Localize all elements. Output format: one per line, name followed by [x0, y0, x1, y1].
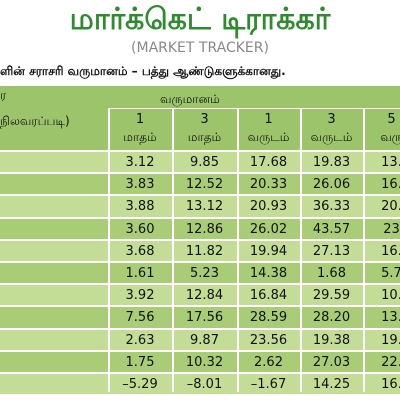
cell: 27.03 — [312, 354, 351, 370]
cell: 19.38 — [312, 332, 351, 348]
group-header: வருமானம் — [160, 92, 220, 106]
cell: 36.33 — [312, 199, 351, 215]
cell: 20.93 — [249, 199, 288, 215]
cell: 16. — [381, 243, 400, 259]
column-divider — [237, 109, 239, 392]
cell: 13. — [381, 310, 400, 326]
cell: 19.83 — [312, 155, 351, 170]
cell: 1.61 — [125, 266, 155, 281]
cell: 10.32 — [185, 354, 224, 370]
column-divider — [108, 109, 110, 392]
cell: 3.12 — [125, 155, 155, 170]
column-header: 3 — [327, 112, 336, 127]
subtitle: (MARKET TRACKER) — [131, 40, 269, 56]
cell: 5.23 — [190, 266, 219, 281]
column-divider — [172, 109, 174, 392]
cell: 20.33 — [249, 177, 288, 193]
cell: 16. — [381, 177, 400, 193]
cell: 12.52 — [185, 177, 224, 193]
cell: 3.60 — [125, 221, 155, 237]
cell: 3.92 — [125, 288, 155, 304]
cell: 28.20 — [312, 310, 351, 326]
cell: 11.82 — [185, 243, 224, 259]
column-header: வரு — [380, 130, 400, 144]
header-bg — [0, 86, 400, 150]
cell: 29.59 — [312, 288, 351, 304]
cell: 13.12 — [185, 199, 224, 215]
cell: 20. — [381, 199, 400, 215]
cell: 17.68 — [249, 155, 288, 170]
cell: 19.94 — [249, 243, 288, 259]
column-header: 1 — [264, 112, 273, 127]
cell: 14.38 — [249, 266, 288, 281]
cell: 9.87 — [190, 332, 219, 348]
cell: 16.84 — [249, 288, 288, 304]
cell: 2.63 — [125, 332, 155, 348]
cell: –1.67 — [250, 377, 287, 392]
cell: 26.06 — [312, 177, 351, 193]
cell: 17.56 — [185, 310, 224, 326]
cell: 2.62 — [254, 354, 283, 370]
cell: 14.25 — [312, 377, 351, 392]
column-header: மாதம் — [187, 130, 222, 144]
cell: 26.02 — [249, 221, 288, 237]
cell: 23.56 — [249, 332, 288, 348]
caption: ளின் சராசரி வருமானம் – பத்து ஆண்டுகளுக்க… — [0, 64, 286, 78]
column-header: வருடம் — [247, 130, 290, 144]
column-header: 5 — [387, 112, 396, 127]
cell: 12.84 — [185, 288, 224, 304]
column-header: 1 — [135, 112, 145, 127]
column-header: வருடம் — [310, 130, 353, 144]
cell: 27.13 — [312, 243, 351, 259]
cell: 7.56 — [125, 310, 155, 326]
cell: 3.83 — [125, 177, 155, 193]
cell: 9.85 — [190, 155, 219, 170]
cell: –5.29 — [122, 377, 158, 392]
cell: 1.68 — [317, 266, 346, 281]
corner: ர — [0, 88, 7, 102]
cell: 43.57 — [312, 221, 351, 237]
cell: 19. — [381, 332, 400, 348]
cell: 16. — [381, 377, 400, 392]
column-header: மாதம் — [123, 130, 157, 144]
column-header: 3 — [200, 112, 209, 127]
cell: 22. — [381, 354, 400, 370]
cell: –8.01 — [186, 377, 223, 392]
title: மார்க்கெட் டிராக்கர் — [69, 2, 331, 37]
corner-note: நிலவரப்படி) — [0, 114, 70, 128]
cell: 10. — [381, 288, 400, 304]
cell: 13. — [381, 155, 400, 170]
cell: 23 — [383, 221, 400, 237]
column-divider — [363, 109, 365, 392]
cell: 1.75 — [125, 354, 155, 370]
cell: 3.88 — [125, 199, 155, 215]
header-rule — [108, 108, 400, 109]
cell: 5.7 — [381, 266, 400, 281]
cell: 28.59 — [249, 310, 288, 326]
table: ர நிலவரப்படி) வருமானம் 1 மாதம் 3 மாதம் 1 வருடம் 3… — [0, 86, 400, 395]
cell: 3.68 — [125, 243, 155, 259]
column-divider — [300, 109, 302, 392]
cell: 12.86 — [185, 221, 224, 237]
